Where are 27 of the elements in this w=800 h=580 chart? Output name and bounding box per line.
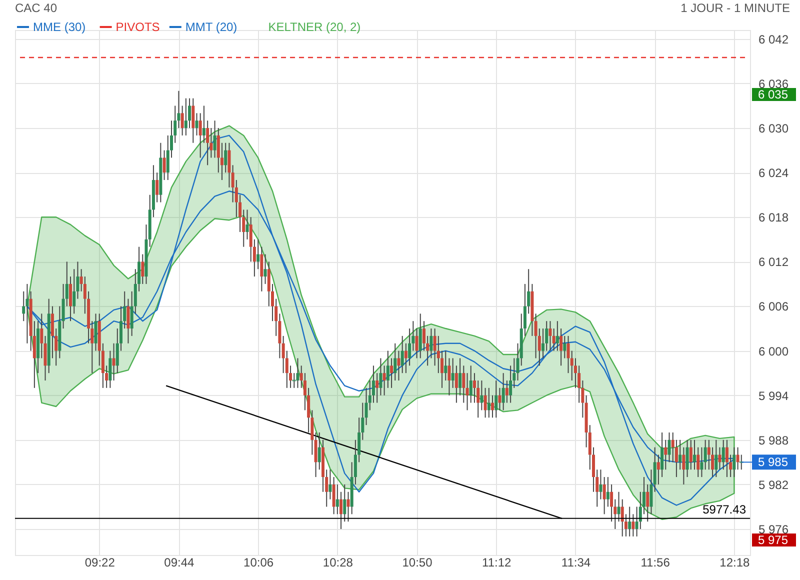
x-tick-label: 10:50 [402, 556, 433, 570]
legend-label: MME (30) [33, 20, 86, 34]
x-tick-label: 11:56 [640, 556, 670, 570]
y-tick-label: 6 018 [758, 210, 789, 225]
x-tick-label: 11:12 [482, 556, 512, 570]
y-tick-label: 6 006 [758, 300, 789, 314]
annotation: KELTNER (20, 2) [268, 20, 361, 34]
y-tick-label: 5 982 [758, 478, 789, 492]
y-tick-label: 6 042 [758, 32, 789, 46]
x-tick-label: 10:06 [244, 556, 274, 570]
x-tick-label: 09:22 [84, 556, 116, 570]
y-tick-label: 5 994 [758, 388, 789, 403]
legend-label: PIVOTS [116, 20, 160, 34]
chart-subtitle: 1 JOUR - 1 MINUTE [680, 1, 790, 15]
x-tick-label: 11:34 [561, 556, 591, 570]
x-tick-label: 10:28 [322, 556, 354, 570]
y-tick-label: 6 000 [758, 344, 789, 358]
x-tick-label: 09:44 [164, 556, 195, 570]
annotation: 5 985 [758, 455, 788, 470]
y-tick-label: 5 988 [758, 433, 789, 448]
legend-label: MMT (20) [185, 20, 238, 34]
chart-title: CAC 40 [15, 1, 58, 15]
x-tick-label: 12:18 [720, 556, 750, 570]
y-tick-label: 6 024 [758, 166, 789, 180]
y-tick-label: 6 030 [758, 122, 789, 136]
ref-line-label: 5977.43 [702, 502, 746, 516]
y-tick-label: 6 012 [758, 255, 789, 270]
